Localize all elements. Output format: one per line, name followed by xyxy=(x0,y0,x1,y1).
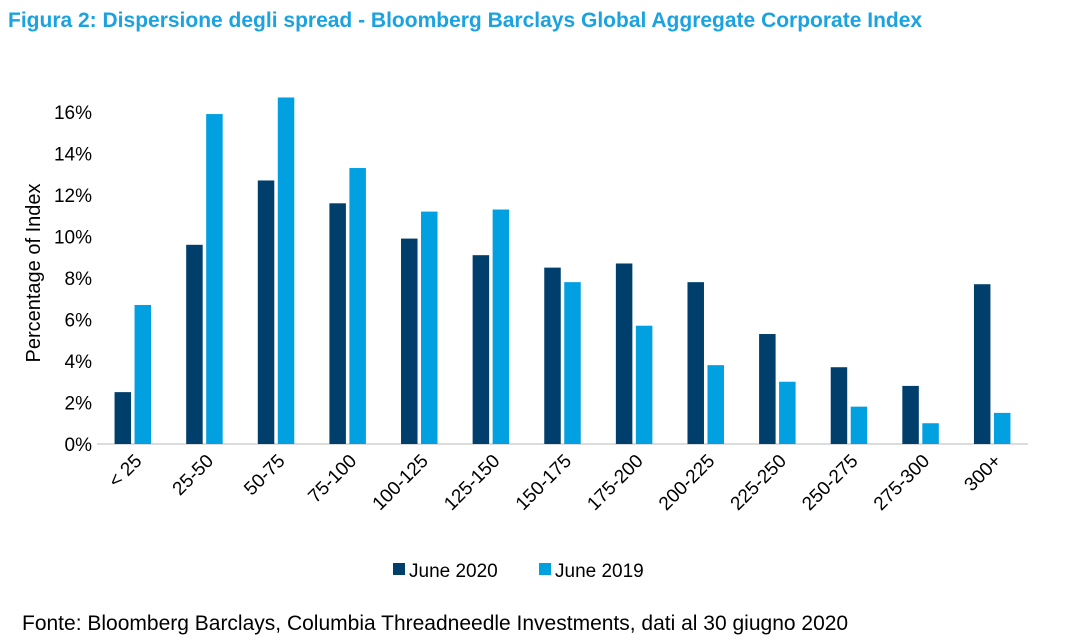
y-tick-label: 4% xyxy=(65,352,93,373)
legend-swatch-june-2020 xyxy=(393,563,405,575)
bar-june-2020 xyxy=(544,267,561,444)
x-tick-label: 125-150 xyxy=(440,451,504,515)
bar-june-2019 xyxy=(922,423,939,444)
bar-june-2019 xyxy=(134,304,152,444)
legend: June 2020 June 2019 xyxy=(393,561,644,582)
bar-june-2019 xyxy=(779,381,796,444)
y-tick-label: 10% xyxy=(54,228,92,249)
bar-june-2019 xyxy=(492,209,510,444)
bar-june-2020 xyxy=(472,255,490,444)
bar-june-2020 xyxy=(186,244,203,444)
x-tick-label: 25-50 xyxy=(169,451,218,500)
bar-june-2020 xyxy=(973,284,991,444)
legend-label: June 2020 xyxy=(409,561,498,582)
x-tick-label: 275-300 xyxy=(870,451,934,515)
bar-june-2020 xyxy=(687,282,704,444)
bar-june-2019 xyxy=(564,282,581,444)
bar-june-2019 xyxy=(277,97,295,444)
legend-label: June 2019 xyxy=(555,561,644,582)
bar-june-2020 xyxy=(759,334,776,444)
x-tick-label: 75-100 xyxy=(304,451,361,508)
y-tick-label: 16% xyxy=(54,103,92,124)
y-axis-title: Percentage of Index xyxy=(23,183,45,362)
bar-june-2019 xyxy=(850,406,868,444)
legend-swatch-june-2019 xyxy=(539,563,551,575)
y-tick-label: 2% xyxy=(65,394,93,415)
x-tick-label: 50-75 xyxy=(240,451,289,500)
bar-june-2019 xyxy=(993,412,1011,444)
x-axis-ticks: < 25 25-50 50-75 75-100 100-125 125-150 150-17… xyxy=(105,451,1006,515)
x-tick-label: 100-125 xyxy=(369,451,433,515)
bar-june-2019 xyxy=(707,365,724,444)
bar-june-2020 xyxy=(902,385,919,444)
bar-june-2020 xyxy=(329,203,346,444)
bar-june-2020 xyxy=(257,180,275,444)
x-tick-label: 300+ xyxy=(961,451,1006,496)
x-tick-label: 250-275 xyxy=(798,451,862,515)
chart-title: Figura 2: Dispersione degli spread - Blo… xyxy=(8,9,923,32)
y-tick-label: 0% xyxy=(65,435,93,456)
x-tick-label: 200-225 xyxy=(655,451,719,515)
bar-june-2019 xyxy=(349,168,366,444)
y-tick-label: 8% xyxy=(65,269,93,290)
bar-june-2020 xyxy=(401,238,418,444)
bar-june-2019 xyxy=(421,211,438,444)
bar-june-2020 xyxy=(114,392,132,444)
source-note: Fonte: Bloomberg Barclays, Columbia Thre… xyxy=(22,612,849,635)
bar-june-2019 xyxy=(206,114,223,444)
x-tick-label: 150-175 xyxy=(512,451,576,515)
bars-group xyxy=(114,97,1011,444)
bar-june-2019 xyxy=(635,325,653,444)
bar-june-2020 xyxy=(830,367,848,444)
y-axis-ticks: 0% 2% 4% 6% 8% 10% 12% 14% 16% xyxy=(54,103,92,456)
x-tick-label: < 25 xyxy=(105,451,146,492)
x-tick-label: 225-250 xyxy=(727,451,791,515)
y-tick-label: 6% xyxy=(65,311,93,332)
y-tick-label: 14% xyxy=(54,145,92,166)
bar-june-2020 xyxy=(615,263,633,444)
x-tick-label: 175-200 xyxy=(583,451,647,515)
y-tick-label: 12% xyxy=(54,186,92,207)
